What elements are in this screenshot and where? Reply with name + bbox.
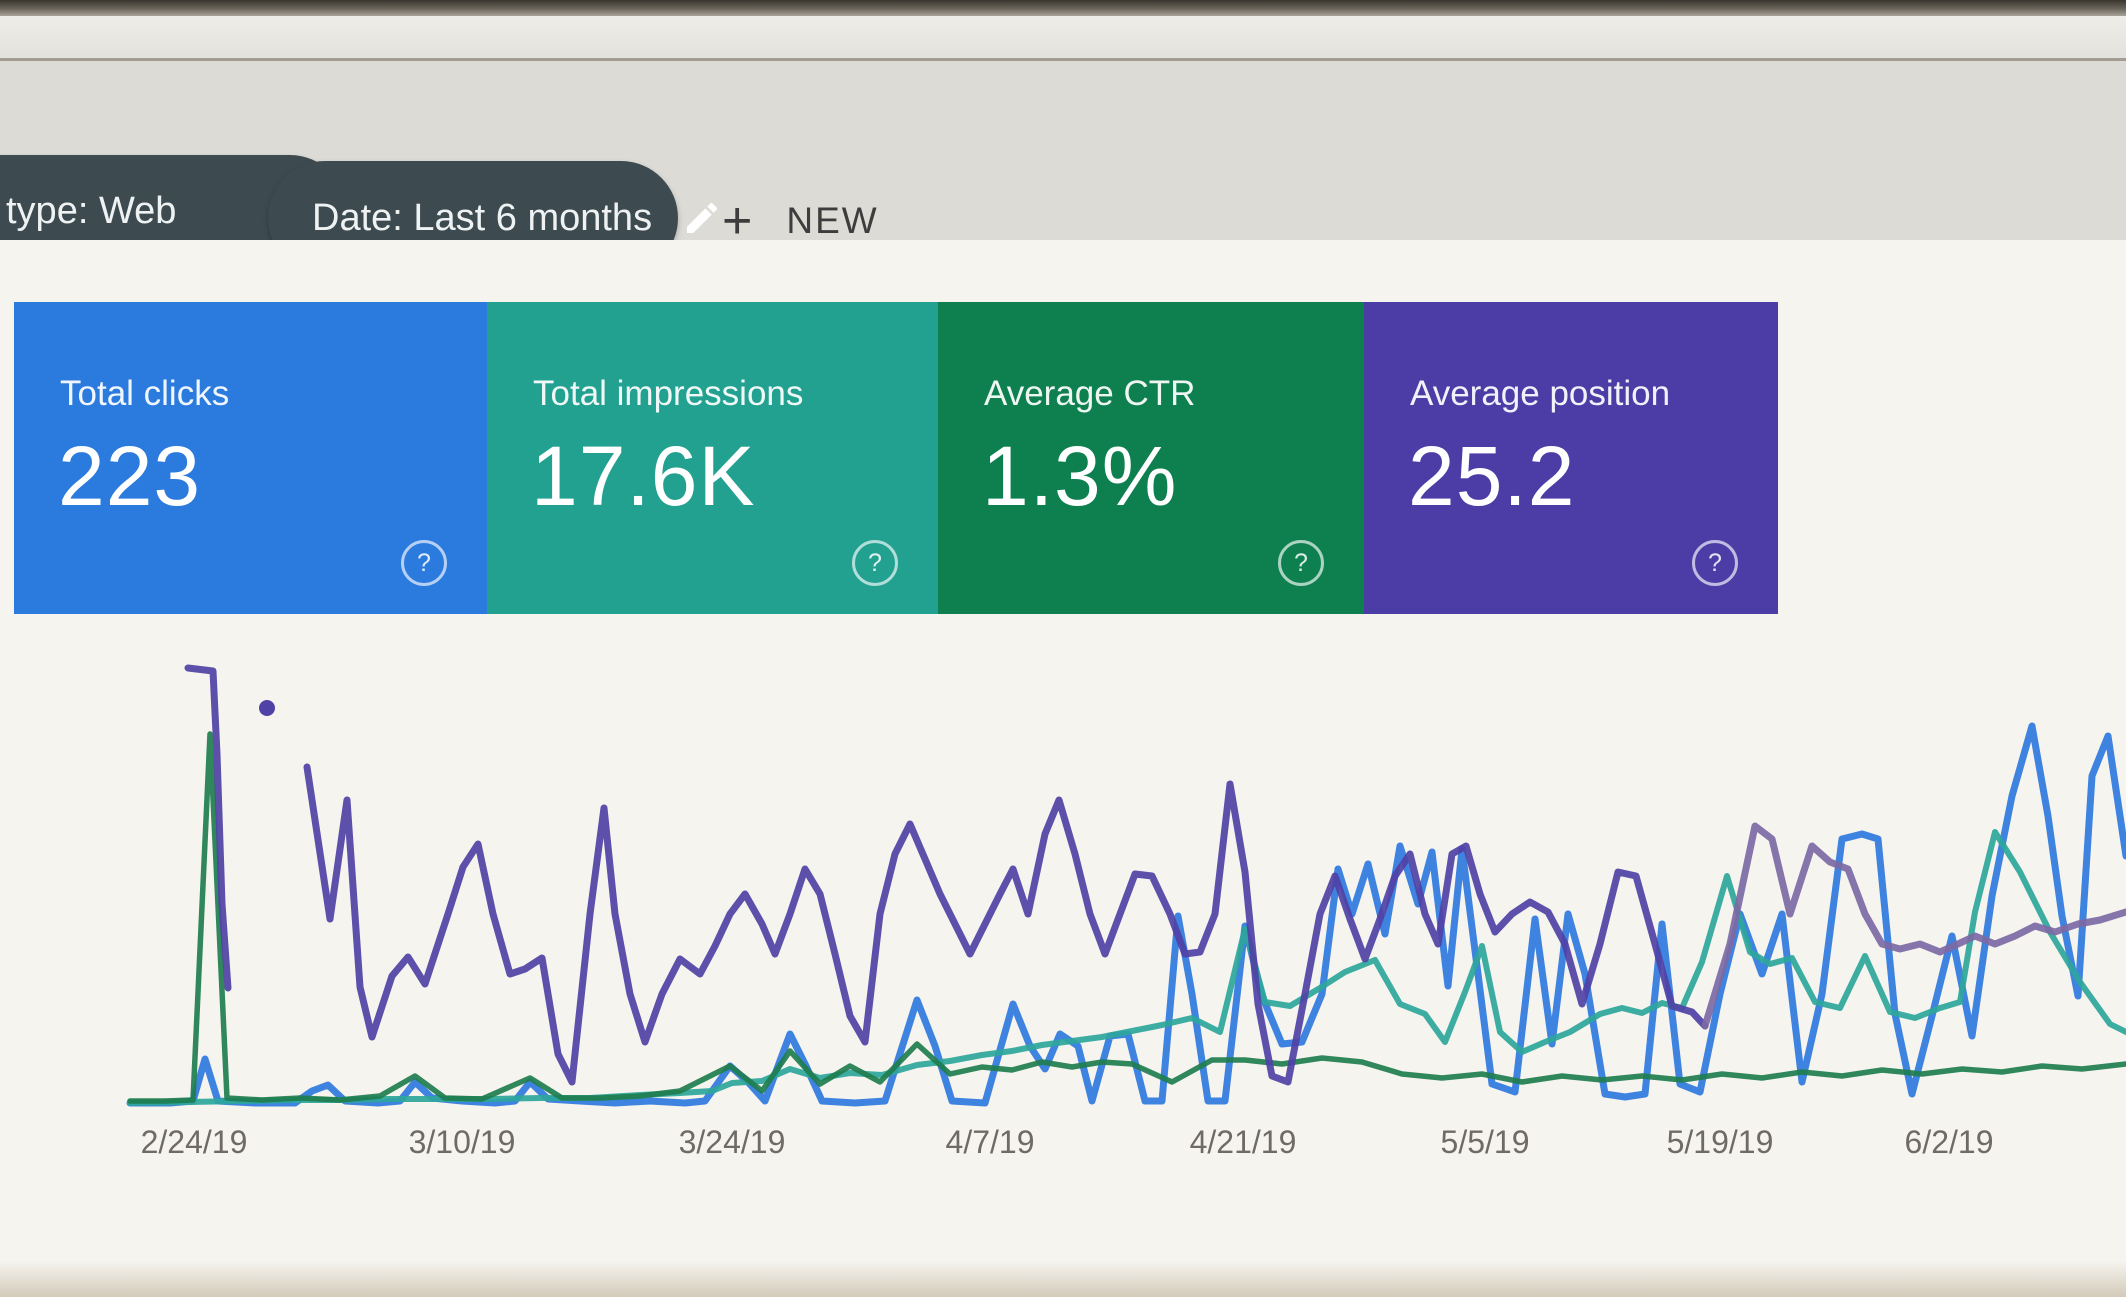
help-icon[interactable]: ? bbox=[1278, 540, 1324, 586]
help-icon[interactable]: ? bbox=[1692, 540, 1738, 586]
performance-line-chart[interactable] bbox=[0, 614, 2126, 1144]
metric-card-value: 1.3% bbox=[982, 429, 1178, 523]
plus-icon: + bbox=[722, 192, 753, 250]
metric-card-value: 25.2 bbox=[1408, 429, 1576, 523]
x-axis-tick-label: 2/24/19 bbox=[140, 1124, 248, 1160]
bezel-hairline bbox=[0, 58, 2126, 61]
bezel-highlight bbox=[0, 16, 2126, 60]
chart-line-average-position bbox=[1701, 822, 2126, 1030]
metric-card-average-ctr[interactable]: Average CTR 1.3% ? bbox=[938, 302, 1364, 614]
chart-line-average-position bbox=[184, 664, 232, 992]
x-axis-tick-label: 4/7/19 bbox=[945, 1124, 1035, 1160]
metric-card-label: Average CTR bbox=[984, 374, 1196, 413]
chart-x-axis-labels: 2/24/19 3/10/19 3/24/19 4/7/19 4/21/19 5/5/19… bbox=[0, 1124, 2126, 1170]
metric-card-value: 17.6K bbox=[531, 429, 756, 523]
help-icon[interactable]: ? bbox=[852, 540, 898, 586]
filter-chip-search-type-label: type: Web bbox=[6, 189, 177, 232]
x-axis-tick-label: 3/10/19 bbox=[408, 1124, 516, 1160]
metric-card-label: Total clicks bbox=[60, 374, 230, 413]
new-filter-label: NEW bbox=[786, 200, 879, 241]
metric-card-label: Average position bbox=[1410, 374, 1671, 413]
monitor-bezel-edge bbox=[0, 0, 2126, 16]
metric-card-total-clicks[interactable]: Total clicks 223 ? bbox=[14, 302, 487, 614]
edit-pencil-icon[interactable] bbox=[682, 198, 722, 238]
photo-bottom-edge bbox=[0, 1261, 2126, 1297]
chart-line-average-position bbox=[303, 763, 1709, 1086]
filter-bar: type: Web Date: Last 6 months + NEW La bbox=[0, 61, 2126, 292]
chart-line-average-ctr bbox=[127, 731, 2126, 1104]
chart-line-total-impressions bbox=[127, 829, 2126, 1106]
x-axis-tick-label: 4/21/19 bbox=[1189, 1124, 1297, 1160]
metric-card-value: 223 bbox=[58, 429, 202, 523]
filter-chip-date-label: Date: Last 6 months bbox=[312, 196, 653, 239]
help-icon[interactable]: ? bbox=[401, 540, 447, 586]
x-axis-tick-label: 6/2/19 bbox=[1904, 1124, 1994, 1160]
x-axis-tick-label: 3/24/19 bbox=[678, 1124, 786, 1160]
chart-line-total-clicks bbox=[126, 722, 2126, 1107]
metric-card-average-position[interactable]: Average position 25.2 ? bbox=[1364, 302, 1778, 614]
metric-card-total-impressions[interactable]: Total impressions 17.6K ? bbox=[487, 302, 938, 614]
new-filter-button[interactable]: + NEW bbox=[722, 195, 879, 247]
metric-card-label: Total impressions bbox=[533, 374, 804, 413]
x-axis-tick-label: 5/19/19 bbox=[1666, 1124, 1774, 1160]
chart-point-average-position bbox=[259, 700, 275, 716]
x-axis-tick-label: 5/5/19 bbox=[1440, 1124, 1530, 1160]
